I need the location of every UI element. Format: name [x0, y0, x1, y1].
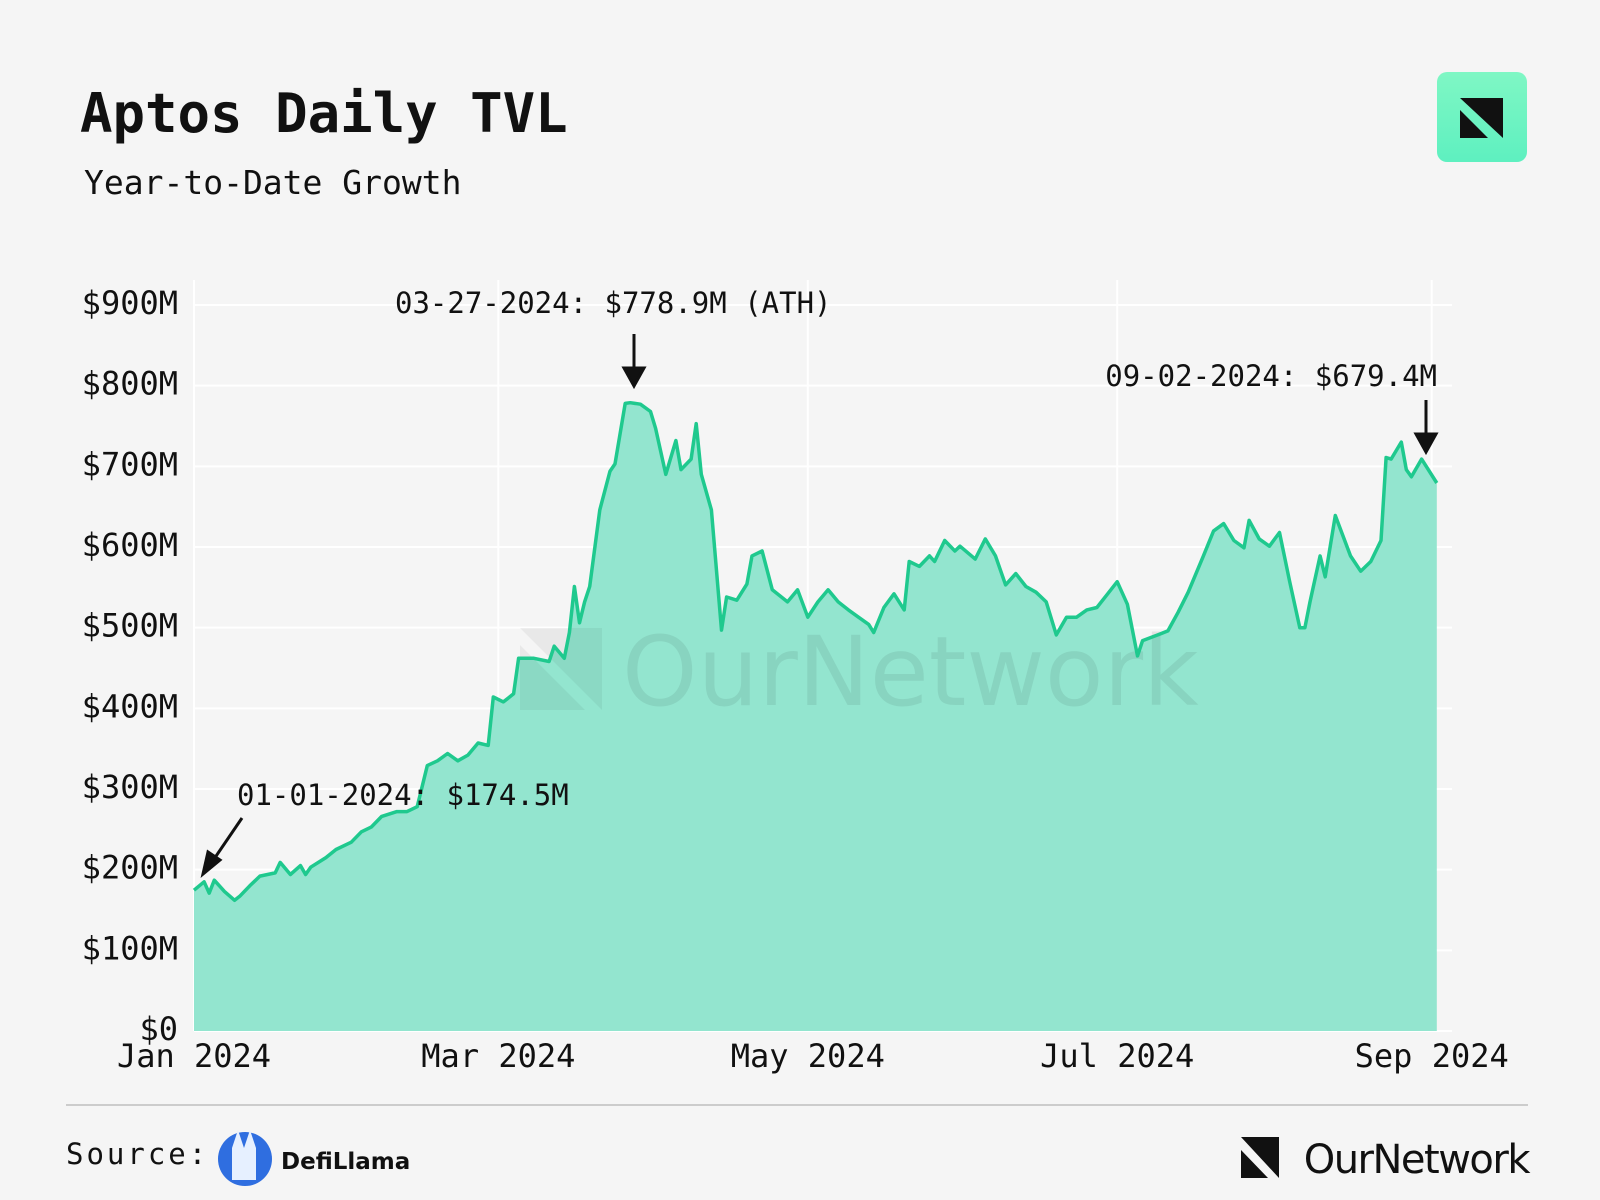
- annotation: 09-02-2024: $679.4M: [1105, 359, 1437, 393]
- plot-area: OurNetwork: [192, 280, 1452, 1032]
- x-tick-label: Mar 2024: [421, 1037, 575, 1075]
- annotation: 03-27-2024: $778.9M (ATH): [395, 286, 832, 320]
- y-tick-label: $600M: [82, 526, 178, 564]
- source-logo: [218, 1130, 272, 1186]
- y-tick-label: $900M: [82, 284, 178, 322]
- y-tick-label: $300M: [82, 768, 178, 806]
- chart-title: Aptos Daily TVL: [80, 82, 568, 145]
- x-tick-label: Sep 2024: [1355, 1037, 1509, 1075]
- annotation-arrows: [200, 334, 1439, 878]
- watermark: OurNetwork: [622, 616, 1199, 728]
- watermark-mark: [520, 628, 602, 710]
- brand: OurNetwork: [1304, 1137, 1532, 1183]
- source-label: Source:: [66, 1137, 209, 1171]
- x-tick-label: Jul 2024: [1040, 1037, 1194, 1075]
- x-tick-label: Jan 2024: [117, 1037, 271, 1075]
- chart-subtitle: Year-to-Date Growth: [84, 163, 462, 202]
- line: [192, 400, 1439, 903]
- logo: [1437, 72, 1527, 162]
- brand-mark: [1241, 1137, 1279, 1178]
- y-tick-label: $0: [139, 1010, 178, 1048]
- y-tick-label: $100M: [82, 929, 178, 967]
- area: [194, 402, 1437, 1031]
- source-name: DefiLlama: [281, 1149, 410, 1175]
- x-tick-label: May 2024: [731, 1037, 885, 1075]
- annotation: 01-01-2024: $174.5M: [237, 778, 569, 812]
- y-tick-label: $700M: [82, 445, 178, 483]
- y-tick-label: $200M: [82, 849, 178, 887]
- y-tick-label: $800M: [82, 365, 178, 403]
- y-tick-label: $500M: [82, 607, 178, 645]
- y-tick-label: $400M: [82, 687, 178, 725]
